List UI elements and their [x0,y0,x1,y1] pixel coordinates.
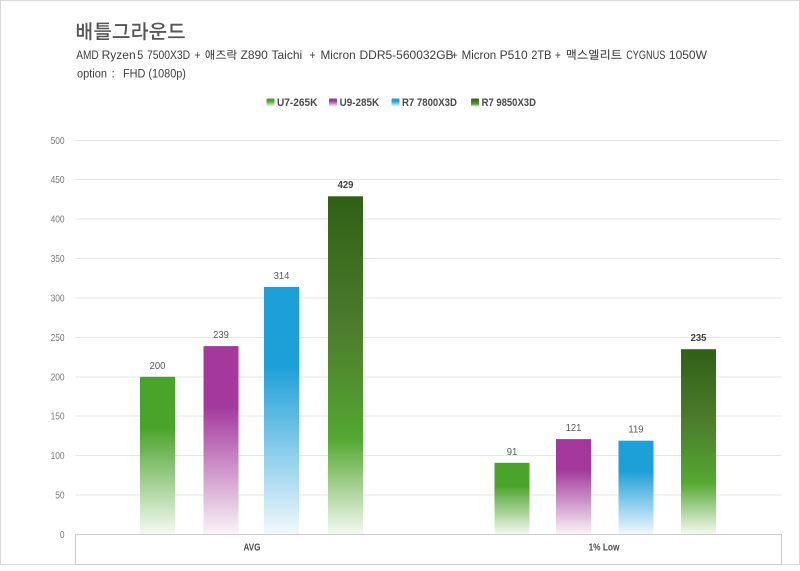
svg-text:AVG: AVG [244,542,261,553]
svg-text:Z890: Z890 [241,48,269,62]
svg-text:91: 91 [507,447,518,458]
svg-text:235: 235 [691,333,707,344]
svg-text:+: + [555,49,561,62]
svg-text:1% Low: 1% Low [589,542,621,553]
svg-text:Ryzen: Ryzen [102,48,136,62]
svg-text:350: 350 [51,253,65,264]
svg-text:0: 0 [60,529,65,540]
svg-text:400: 400 [51,214,65,225]
svg-text:Micron: Micron [321,48,356,62]
svg-text:200: 200 [51,372,65,383]
svg-text:CYGNUS: CYGNUS [626,49,665,62]
svg-text:300: 300 [51,293,65,304]
svg-text:429: 429 [338,180,354,191]
svg-text:P510: P510 [500,48,528,62]
svg-text:2TB: 2TB [531,49,552,61]
svg-text:239: 239 [213,330,229,341]
svg-text:5: 5 [137,49,143,62]
svg-text:DDR5-560032GB: DDR5-560032GB [360,48,454,62]
svg-text:option: option [77,68,107,81]
svg-text:50: 50 [55,490,64,501]
svg-text:R7 9850X3D: R7 9850X3D [482,97,536,109]
svg-text:U7-265K: U7-265K [277,97,318,110]
svg-text:+: + [452,49,458,62]
svg-text:121: 121 [566,423,582,434]
svg-text::: : [112,67,115,81]
svg-text:R7 7800X3D: R7 7800X3D [402,97,457,109]
svg-text:Taichi: Taichi [272,48,303,62]
svg-text:+: + [310,49,316,62]
svg-text:250: 250 [51,332,65,343]
svg-text:7500X3D: 7500X3D [147,49,190,62]
svg-text:U9-285K: U9-285K [340,98,380,110]
svg-text:150: 150 [51,411,65,422]
svg-text:119: 119 [628,424,643,435]
svg-text:FHD (1080p): FHD (1080p) [123,68,186,81]
svg-text:450: 450 [51,175,65,186]
svg-text:100: 100 [51,451,65,462]
svg-text:314: 314 [274,271,290,282]
svg-text:500: 500 [51,135,65,146]
svg-text:Micron: Micron [462,49,497,62]
svg-text:200: 200 [150,361,166,372]
svg-text:+: + [195,49,201,62]
svg-text:AMD: AMD [76,49,98,62]
svg-text:1050W: 1050W [669,48,708,62]
